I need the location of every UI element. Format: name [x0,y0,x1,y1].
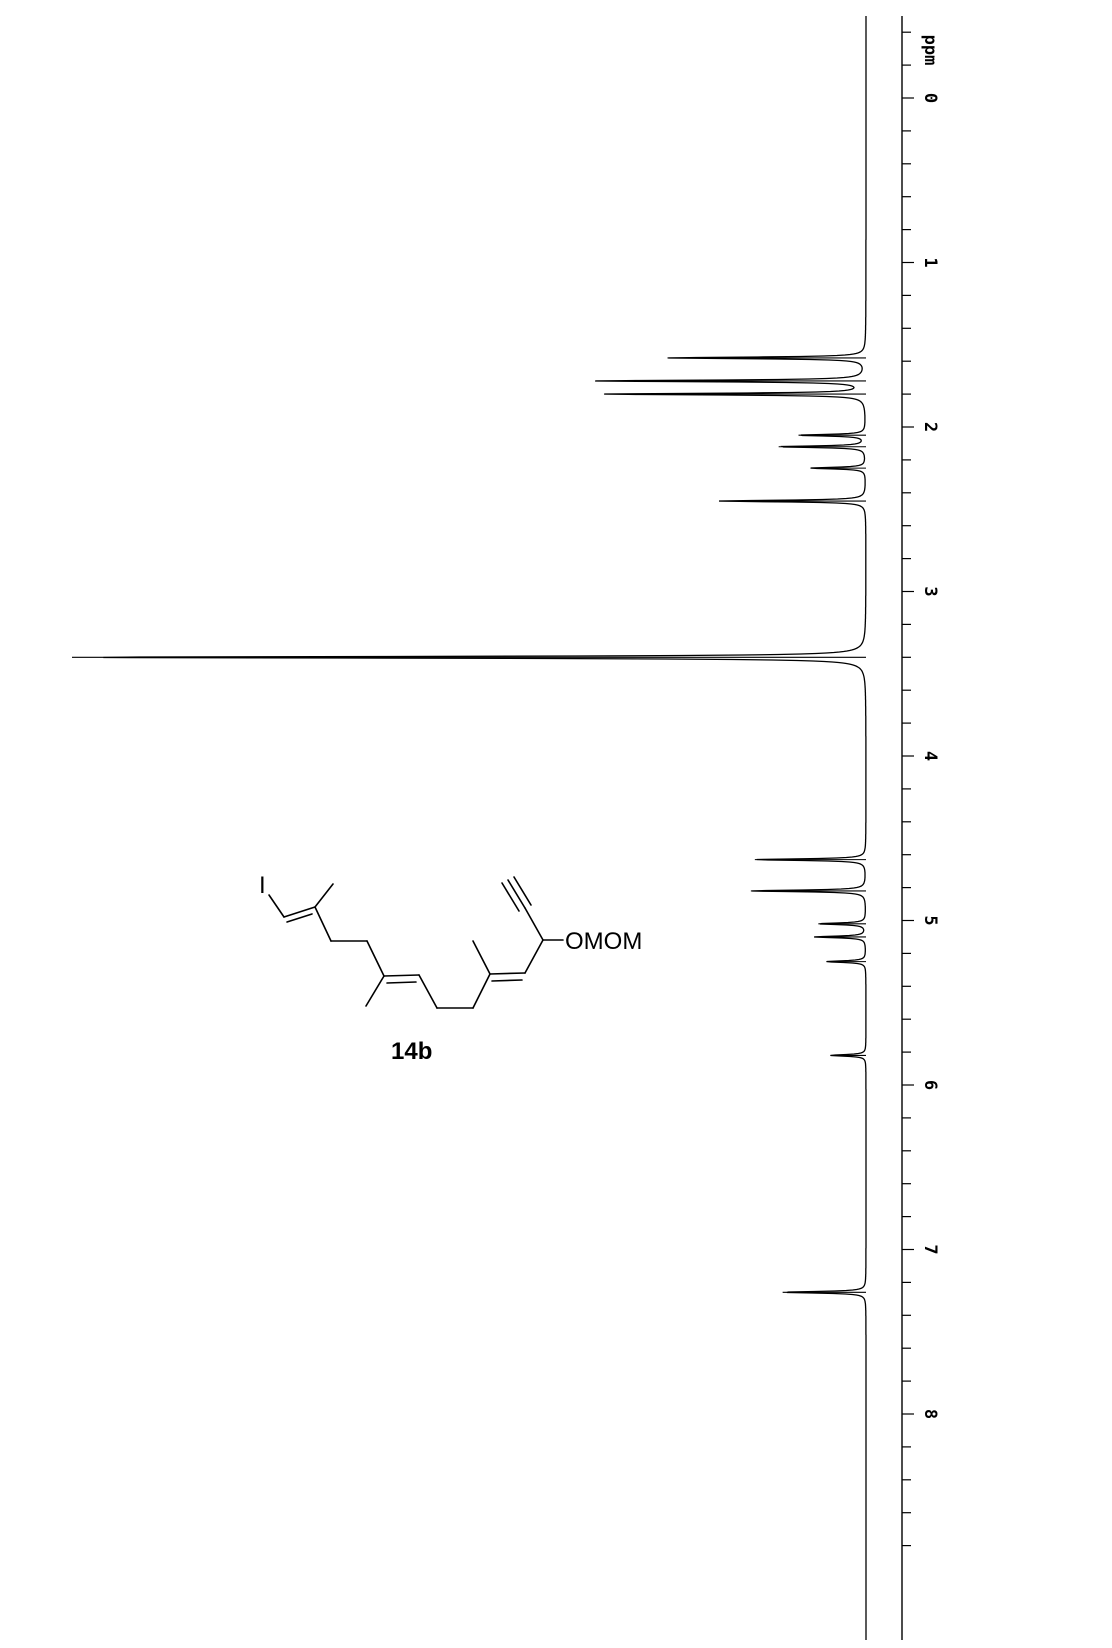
bond [524,939,544,974]
tick-label: 8 [920,1409,940,1419]
tick-label: 3 [920,586,940,596]
ppm-axis: 0 1 2 3 4 5 6 7 8 ppm [901,16,940,1640]
tick-label: 6 [920,1080,940,1090]
bond [524,907,544,941]
tick-label: 0 [920,93,940,103]
bond [286,913,313,923]
bond [366,940,385,977]
bond [472,973,491,1009]
bond [513,876,532,906]
bond [314,883,334,908]
axis-label: ppm [920,35,940,66]
bond [507,879,526,909]
bond [365,975,385,1007]
tick-label: 5 [920,915,940,925]
bond [418,974,438,1009]
bond [491,979,523,982]
bond [283,906,316,918]
bond [383,974,420,977]
compound-label: 14b [391,1038,432,1065]
bond [501,882,520,912]
molecule-structure [268,876,564,1009]
bond [268,894,285,918]
bond [489,972,526,975]
tick-label: 1 [920,257,940,267]
spectrum [72,16,867,1640]
substituent-label: OMOM [565,928,642,955]
iodo-label: I [259,872,266,899]
bond [314,906,332,942]
bond [386,981,417,984]
tick-label: 4 [920,751,940,761]
tick-label: 7 [920,1244,940,1254]
spectrum-trace [103,16,867,1640]
bond [472,940,491,975]
tick-label: 2 [920,422,940,432]
